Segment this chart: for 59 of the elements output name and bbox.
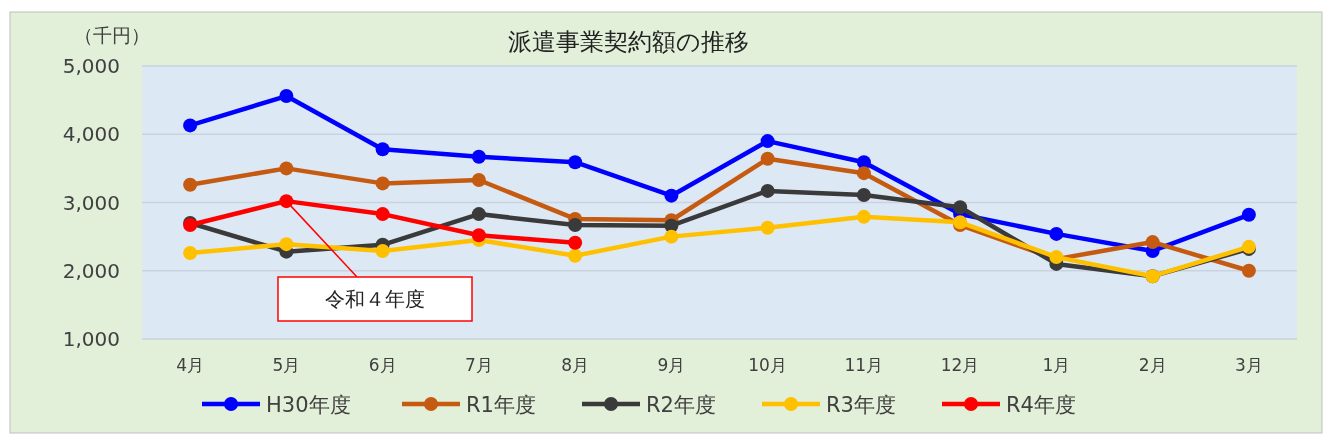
- point: [375, 243, 390, 258]
- point: [1145, 235, 1160, 250]
- point: [568, 248, 583, 263]
- x-tick-label: 1月: [1042, 355, 1071, 375]
- y-tick-label: 1,000: [62, 327, 120, 351]
- chart-title: 派遣事業契約額の推移: [507, 28, 749, 56]
- point: [279, 89, 294, 104]
- point: [1049, 226, 1064, 241]
- point: [471, 228, 486, 243]
- point: [375, 142, 390, 157]
- legend-label: R4年度: [1006, 393, 1076, 417]
- x-tick-label: 7月: [464, 355, 493, 375]
- point: [375, 207, 390, 222]
- x-tick-label: 4月: [176, 355, 205, 375]
- point: [760, 151, 775, 166]
- x-tick-label: 6月: [368, 355, 397, 375]
- annotation-callout: 令和４年度: [277, 200, 473, 322]
- point: [183, 177, 198, 192]
- point: [183, 118, 198, 133]
- point: [664, 229, 679, 244]
- point: [568, 235, 583, 250]
- point: [568, 155, 583, 170]
- x-tick-label: 9月: [657, 355, 686, 375]
- point: [760, 134, 775, 149]
- x-tick-label: 3月: [1234, 355, 1263, 375]
- annotation: 令和４年度: [325, 287, 425, 311]
- point: [471, 207, 486, 222]
- point: [279, 194, 294, 209]
- y-tick-label: 4,000: [62, 122, 120, 147]
- point: [568, 218, 583, 233]
- point: [856, 187, 871, 202]
- x-tick-label: 5月: [272, 355, 301, 375]
- x-tick-label: 11月: [844, 355, 884, 375]
- point: [856, 166, 871, 181]
- legend-label: R3年度: [826, 393, 896, 417]
- x-tick-label: 2月: [1138, 355, 1167, 375]
- point: [471, 172, 486, 187]
- point: [1241, 207, 1256, 222]
- point: [953, 200, 968, 215]
- legend-label: R1年度: [466, 393, 536, 417]
- point: [279, 161, 294, 176]
- y-tick-label: 2,000: [62, 258, 120, 283]
- x-tick-label: 8月: [561, 355, 590, 375]
- legend-label: H30年度: [266, 393, 351, 417]
- x-tick-label: 12月: [940, 355, 980, 375]
- point: [279, 237, 294, 252]
- legend-label: R2年度: [646, 393, 716, 417]
- point: [471, 149, 486, 164]
- y-tick-label: 5,000: [62, 54, 120, 78]
- point: [1241, 263, 1256, 278]
- point: [856, 209, 871, 224]
- point: [183, 246, 198, 261]
- point: [760, 183, 775, 198]
- x-tick-label: 10月: [748, 355, 787, 375]
- point: [760, 220, 775, 235]
- point: [664, 188, 679, 203]
- y-axis-title: （千円）: [74, 24, 150, 46]
- y-tick-label: 3,000: [62, 190, 120, 215]
- point: [375, 176, 390, 191]
